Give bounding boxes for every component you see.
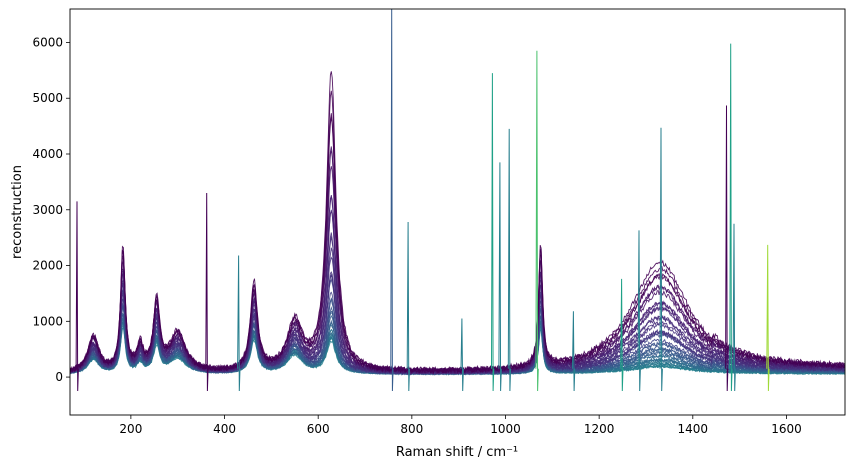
spike-line	[491, 73, 495, 392]
x-tick-label: 400	[213, 422, 236, 436]
plot-background	[70, 9, 845, 415]
spike-line	[205, 192, 209, 392]
spike-line	[507, 128, 512, 392]
series-group	[70, 9, 845, 392]
y-axis: 0 1000 2000 3000 4000 5000 6000	[32, 35, 70, 384]
spike-line	[729, 43, 733, 392]
spike-line	[460, 318, 464, 392]
y-tick-label: 5000	[32, 91, 63, 105]
spike-line	[75, 201, 79, 392]
spike-line	[620, 278, 624, 392]
x-axis: 200 400 600 800 1000 1200 1400 1600	[119, 415, 802, 436]
spectrum-line	[70, 71, 845, 374]
spike-line	[725, 105, 729, 392]
x-tick-label: 200	[119, 422, 142, 436]
spike-line	[766, 244, 770, 392]
x-tick-label: 1400	[678, 422, 709, 436]
y-tick-label: 1000	[32, 314, 63, 328]
x-axis-title: Raman shift / cm⁻¹	[396, 445, 518, 460]
x-tick-label: 1200	[584, 422, 615, 436]
spike-line	[406, 221, 410, 392]
x-tick-label: 1600	[771, 422, 802, 436]
plot-frame	[69, 8, 846, 416]
spike-line	[637, 230, 641, 392]
spike-line	[237, 255, 241, 392]
spike-line	[535, 50, 539, 392]
spike-line	[498, 162, 502, 392]
y-tick-label: 0	[55, 370, 63, 384]
spike-line	[572, 311, 576, 392]
y-tick-label: 3000	[32, 203, 63, 217]
spectrum-line	[70, 90, 845, 374]
spike-line	[732, 223, 736, 392]
y-tick-label: 6000	[32, 35, 63, 49]
spike-line	[390, 9, 394, 392]
y-tick-label: 2000	[32, 259, 63, 273]
y-tick-label: 4000	[32, 147, 63, 161]
x-tick-label: 800	[400, 422, 423, 436]
y-axis-title: reconstruction	[10, 165, 25, 259]
spike-line	[659, 127, 663, 392]
x-tick-label: 600	[307, 422, 330, 436]
x-tick-label: 1000	[490, 422, 521, 436]
